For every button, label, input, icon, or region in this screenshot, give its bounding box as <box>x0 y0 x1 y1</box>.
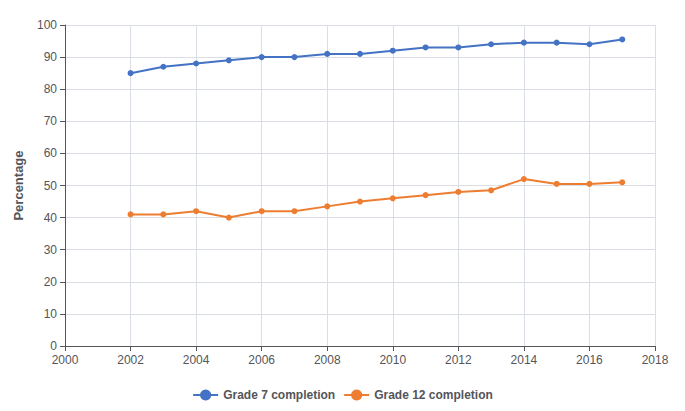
svg-text:2018: 2018 <box>642 353 669 367</box>
svg-text:80: 80 <box>44 82 58 96</box>
svg-text:40: 40 <box>44 211 58 225</box>
svg-text:30: 30 <box>44 243 58 257</box>
svg-text:90: 90 <box>44 50 58 64</box>
svg-text:2004: 2004 <box>183 353 210 367</box>
svg-text:2006: 2006 <box>248 353 275 367</box>
svg-text:60: 60 <box>44 146 58 160</box>
svg-text:2000: 2000 <box>52 353 79 367</box>
svg-text:2016: 2016 <box>576 353 603 367</box>
svg-text:Percentage: Percentage <box>11 150 26 220</box>
svg-text:50: 50 <box>44 179 58 193</box>
svg-text:Grade 12 completion: Grade 12 completion <box>374 388 493 402</box>
svg-text:Grade 7 completion: Grade 7 completion <box>223 388 335 402</box>
svg-text:2010: 2010 <box>379 353 406 367</box>
svg-text:2012: 2012 <box>445 353 472 367</box>
svg-text:0: 0 <box>50 339 57 353</box>
svg-text:100: 100 <box>37 18 57 32</box>
svg-text:2014: 2014 <box>511 353 538 367</box>
svg-text:70: 70 <box>44 114 58 128</box>
svg-text:20: 20 <box>44 275 58 289</box>
svg-text:2008: 2008 <box>314 353 341 367</box>
svg-text:2002: 2002 <box>117 353 144 367</box>
svg-text:10: 10 <box>44 307 58 321</box>
